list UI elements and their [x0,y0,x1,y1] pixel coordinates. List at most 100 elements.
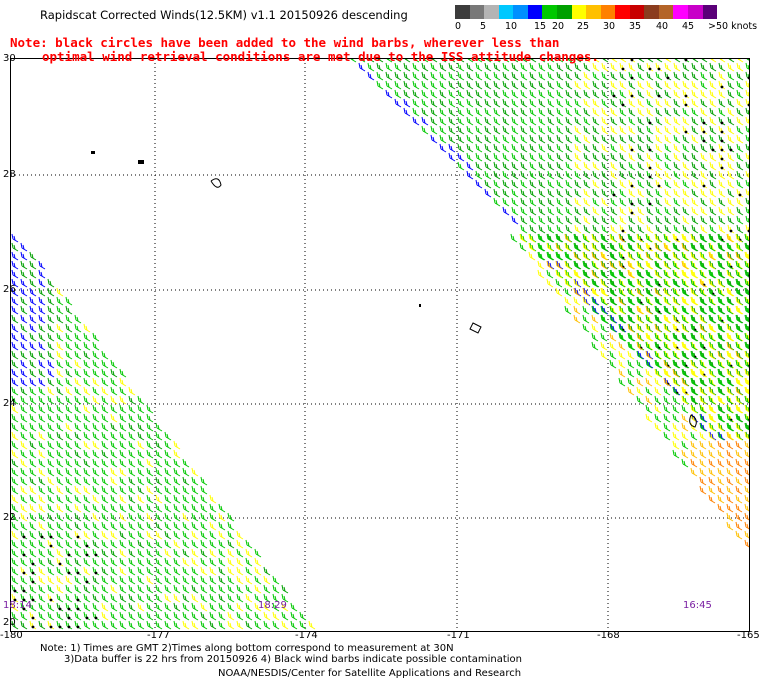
wind-barb [200,602,208,612]
contamination-dot [67,553,71,557]
wind-barb [484,170,492,180]
wind-barb [610,134,618,144]
wind-barb [20,449,28,459]
wind-barb [574,224,582,234]
wind-barb [627,359,635,369]
wind-barb [744,512,749,521]
wind-barb [290,611,298,621]
wind-barb [227,620,235,630]
wind-barb [592,125,600,135]
wind-barb [484,188,492,198]
wind-barb [385,89,393,99]
wind-barb [727,62,735,72]
wind-barb [412,107,420,117]
wind-barb [56,494,64,504]
wind-barb [655,197,663,207]
wind-barb [672,296,680,306]
wind-barb [717,332,725,342]
wind-barb [119,368,127,378]
wind-barb [511,161,519,171]
wind-barb [56,386,64,396]
wind-barb [645,332,653,342]
wind-barb [503,59,510,63]
wind-barb [110,557,118,567]
wind-barb [101,620,109,630]
wind-barb [573,287,581,297]
wind-barb [663,278,671,288]
wind-barb [155,449,163,459]
wind-barb [47,467,55,477]
wind-barb [735,413,743,423]
wind-barb [700,107,708,117]
wind-barb [83,530,91,540]
wind-barb [744,458,749,467]
wind-barb [681,287,689,297]
wind-barb [20,368,28,378]
wind-barb [101,566,109,576]
wind-barb [11,431,19,441]
wind-barb [128,539,136,549]
wind-barb [20,386,28,396]
wind-barb [546,260,554,270]
wind-barb [519,233,527,243]
wind-barb [191,548,199,558]
wind-barb [583,188,591,198]
wind-barb [690,332,698,342]
scale-label-40: 40 [656,21,669,32]
wind-barb [592,71,600,81]
wind-barb [502,98,510,108]
wind-barb [47,377,55,387]
wind-barb [110,413,118,423]
wind-barb [466,116,474,126]
wind-barb [646,179,654,189]
wind-barb [173,620,181,630]
wind-barb [564,296,572,306]
wind-barb [92,332,100,342]
wind-barb [582,251,590,261]
wind-barb [744,269,749,278]
wind-barb [709,71,717,81]
wind-barb [56,368,64,378]
wind-barb [672,269,680,279]
wind-barb [699,341,707,351]
wind-barb [717,422,725,432]
wind-barb [735,521,743,531]
wind-barb [744,494,749,503]
wind-barb [529,134,537,144]
wind-barb [646,134,654,144]
wind-barb [92,431,100,441]
wind-barb [20,404,28,414]
wind-barb [619,188,627,198]
wind-barb [627,332,635,342]
wind-barb [191,557,199,567]
wind-barb [218,548,226,558]
wind-barb [745,125,749,133]
wind-barb [609,278,617,288]
wind-barb [38,413,46,423]
wind-barb [191,566,199,576]
wind-barb [735,323,743,333]
wind-barb [29,440,37,450]
wind-barb [413,59,420,63]
wind-barb [699,314,707,324]
contamination-dot [40,535,44,539]
wind-barb [618,323,626,333]
wind-barb [466,161,474,171]
wind-barb [565,161,573,171]
wind-barb [699,485,707,495]
wind-barb [592,62,600,72]
wind-barb [200,485,208,495]
wind-barb [654,260,662,270]
wind-barb [182,566,190,576]
wind-barb [74,503,82,513]
wind-barb [691,62,699,72]
wind-barb [744,296,749,305]
wind-barb [146,539,154,549]
wind-barb [744,404,749,413]
wind-barb [690,251,698,261]
wind-barb [682,71,690,81]
wind-barb [717,233,725,243]
wind-barb [646,107,654,117]
wind-barb [245,611,253,621]
wind-barb [520,71,528,81]
